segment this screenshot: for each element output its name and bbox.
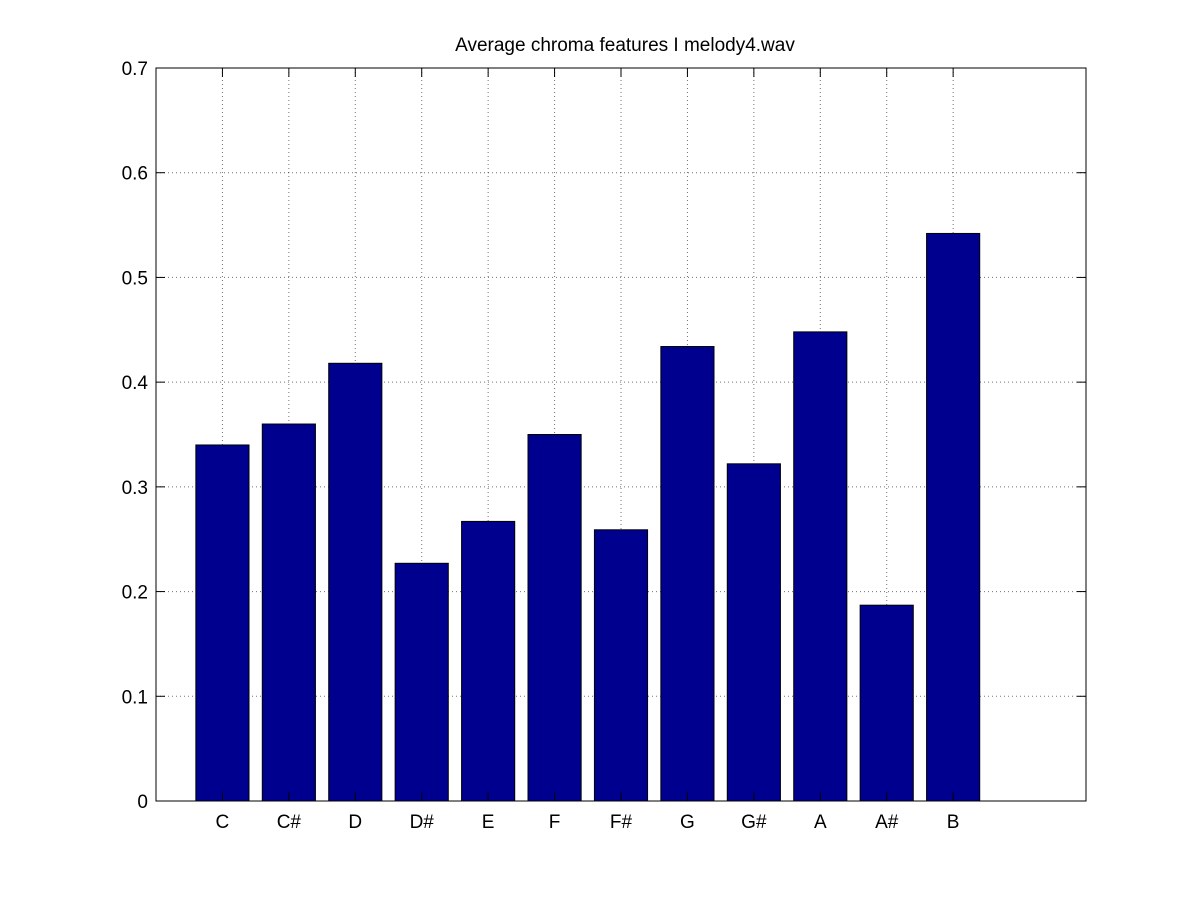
bar-A xyxy=(793,331,848,802)
y-tick-label: 0.5 xyxy=(122,268,148,289)
y-tick-label: 0.2 xyxy=(122,583,148,604)
y-tick-label: 0 xyxy=(137,792,148,813)
bar-E xyxy=(461,520,516,802)
x-tick-label: D# xyxy=(410,812,435,833)
x-tick-label: D xyxy=(348,812,362,833)
x-tick-label: G# xyxy=(741,812,767,833)
chart-title: Average chroma features I melody4.wav xyxy=(455,35,795,56)
y-tick-label: 0.7 xyxy=(122,59,148,80)
x-tick-label: A xyxy=(814,812,827,833)
y-tick-label: 0.4 xyxy=(122,373,149,394)
bar-A# xyxy=(859,604,914,802)
x-tick-label: C xyxy=(216,812,230,833)
bar-F# xyxy=(593,529,649,802)
bar-D xyxy=(328,362,383,802)
bars-layer xyxy=(195,232,981,802)
y-tick-label: 0.1 xyxy=(122,687,148,708)
bar-B xyxy=(926,232,981,802)
bar-C# xyxy=(261,423,316,802)
bar-F xyxy=(527,434,582,802)
x-tick-label: E xyxy=(482,812,495,833)
tick-labels-layer: 0 0.1 0.2 0.3 0.4 0.5 0.6 0.7 C C# D D# E F F# G G# A A# B xyxy=(122,59,960,833)
x-tick-label: G xyxy=(680,812,695,833)
x-tick-label: F# xyxy=(610,812,633,833)
bar-D# xyxy=(394,562,449,802)
x-tick-label: F xyxy=(549,812,561,833)
x-tick-label: C# xyxy=(277,812,302,833)
y-tick-label: 0.3 xyxy=(122,478,148,499)
y-tick-label: 0.6 xyxy=(122,164,148,185)
ticks-layer xyxy=(156,67,1086,802)
bar-C xyxy=(195,444,250,802)
plot-area: 0 0.1 0.2 0.3 0.4 0.5 0.6 0.7 C C# D D# E F F# G G# A A# B xyxy=(122,59,1087,833)
bar-G xyxy=(660,346,715,802)
x-tick-label: A# xyxy=(875,812,899,833)
bar-G# xyxy=(726,463,781,802)
x-tick-label: B xyxy=(947,812,960,833)
